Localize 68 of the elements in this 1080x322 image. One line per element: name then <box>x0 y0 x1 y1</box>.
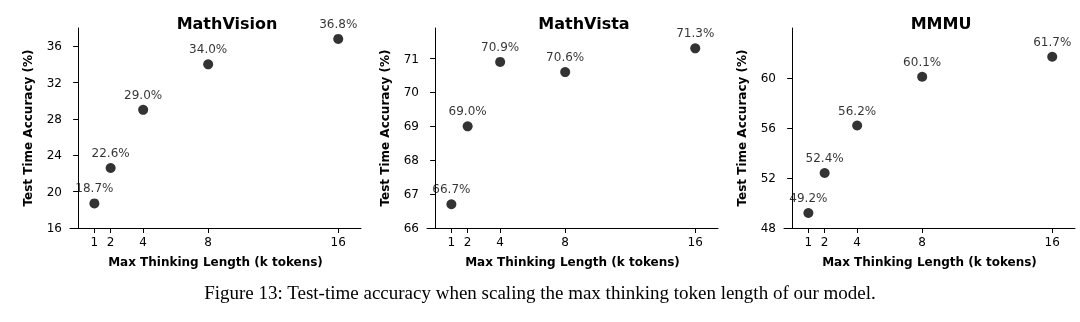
data-label: 56.2% <box>838 103 877 118</box>
y-axis-title: Test Time Accuracy (%) <box>378 49 392 207</box>
x-tick-label: 4 <box>139 235 147 249</box>
point <box>138 104 149 115</box>
point <box>819 168 830 178</box>
y-tick-label: 71 <box>403 51 419 66</box>
y-tick-label: 16 <box>46 221 62 235</box>
x-tick-label: 4 <box>496 235 504 249</box>
x-tick-label: 1 <box>447 235 456 249</box>
point <box>462 121 473 132</box>
point <box>446 199 457 210</box>
data-label: 52.4% <box>805 151 844 165</box>
data-label: 70.9% <box>481 39 520 54</box>
y-tick-label: 60 <box>760 71 776 85</box>
y-tick-label: 52 <box>760 171 776 185</box>
y-tick-label: 48 <box>760 221 776 235</box>
x-tick-label: 2 <box>463 235 472 249</box>
y-tick-label: 67 <box>403 187 419 202</box>
point <box>1047 51 1058 62</box>
point <box>560 67 571 78</box>
data-label: 60.1% <box>903 54 942 69</box>
x-tick-label: 2 <box>106 235 115 249</box>
y-tick-label: 68 <box>403 153 419 168</box>
point <box>495 56 506 67</box>
data-label: 29.0% <box>124 87 163 102</box>
x-tick-label: 2 <box>820 235 829 249</box>
x-axis-title: Max Thinking Length (k tokens) <box>822 255 1037 269</box>
data-label: 71.3% <box>676 26 715 41</box>
y-tick-label: 70 <box>403 85 419 100</box>
point <box>690 43 701 54</box>
point <box>917 71 928 82</box>
x-tick-label: 16 <box>687 235 703 249</box>
x-tick-label: 1 <box>90 235 99 249</box>
y-tick-label: 56 <box>760 121 776 135</box>
point <box>105 163 116 173</box>
point <box>852 120 863 131</box>
y-tick-label: 66 <box>403 221 419 235</box>
data-label: 36.8% <box>319 16 358 31</box>
x-tick-label: 8 <box>561 235 569 249</box>
y-axis-title: Test Time Accuracy (%) <box>735 49 749 207</box>
caption: Figure 13: Test-time accuracy when scaling the max thinking token length of our model. <box>203 282 877 304</box>
data-label: 70.6% <box>546 50 585 65</box>
x-tick-label: 1 <box>804 235 813 249</box>
chart-title: MathVision <box>176 13 278 33</box>
y-axis-title: Test Time Accuracy (%) <box>21 49 35 207</box>
x-tick-label: 8 <box>204 235 212 249</box>
point <box>333 33 344 44</box>
y-tick-label: 24 <box>46 148 62 163</box>
y-tick-label: 69 <box>403 119 419 134</box>
x-axis-title: Max Thinking Length (k tokens) <box>465 255 680 269</box>
x-tick-label: 16 <box>1044 235 1060 249</box>
data-label: 34.0% <box>189 42 228 57</box>
x-tick-label: 4 <box>853 235 861 249</box>
point <box>203 59 214 70</box>
chart-title: MMMU <box>910 13 972 33</box>
point <box>803 208 814 218</box>
x-tick-label: 8 <box>918 235 926 249</box>
y-tick-label: 20 <box>46 184 62 199</box>
y-tick-label: 28 <box>46 111 62 126</box>
x-axis-title: Max Thinking Length (k tokens) <box>108 255 323 269</box>
data-label: 69.0% <box>448 104 487 119</box>
y-tick-label: 36 <box>46 39 62 54</box>
data-label: 22.6% <box>91 146 130 160</box>
y-tick-label: 32 <box>46 75 62 90</box>
chart-title: MathVista <box>538 13 630 33</box>
data-label: 61.7% <box>1033 34 1072 49</box>
x-tick-label: 16 <box>330 235 346 249</box>
point <box>89 198 100 209</box>
